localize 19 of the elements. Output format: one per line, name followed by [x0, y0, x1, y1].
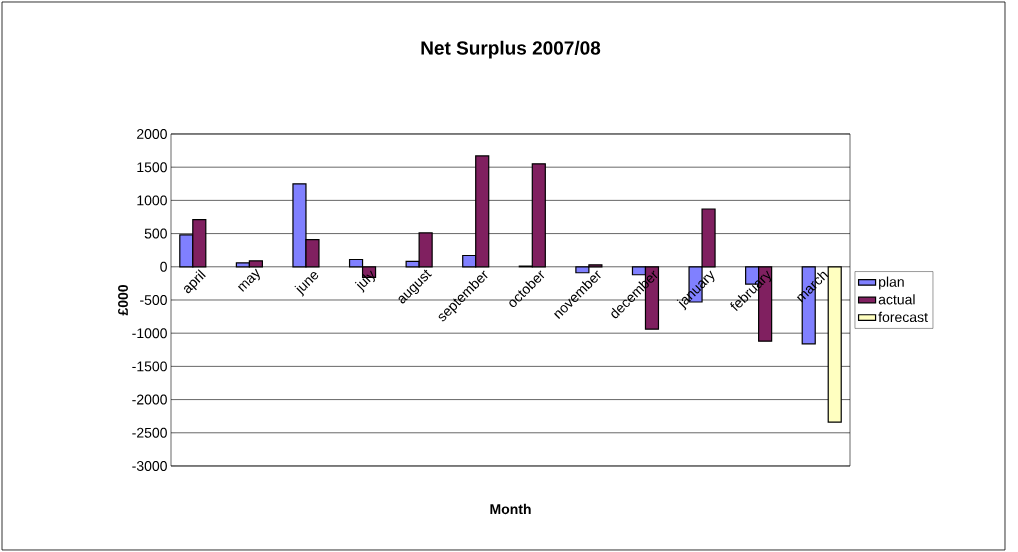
legend-label: actual: [878, 294, 915, 305]
y-tick-label: 0: [160, 261, 167, 272]
x-axis-title: Month: [490, 503, 531, 515]
y-tick-label: -2500: [132, 427, 167, 438]
y-tick-label: -500: [140, 295, 167, 305]
y-axis-title: £000: [118, 284, 128, 316]
bar: [827, 266, 842, 423]
y-tick-label: -3000: [132, 461, 167, 471]
y-tick-label: 500: [144, 228, 167, 239]
y-tick-label: 2000: [137, 129, 167, 139]
y-tick-label: -1000: [132, 328, 167, 339]
chart-title: Net Surplus 2007/08: [421, 40, 601, 59]
y-tick-label: -1500: [132, 361, 167, 372]
y-tick-label: -2000: [132, 394, 167, 405]
x-tick-label: may: [237, 268, 260, 292]
y-tick-label: 1500: [137, 162, 167, 173]
legend-label: forecast: [878, 311, 928, 323]
y-tick-label: 1000: [137, 195, 167, 206]
legend-label: plan: [879, 276, 904, 290]
